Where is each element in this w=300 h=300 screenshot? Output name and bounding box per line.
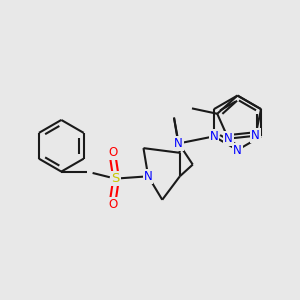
Text: S: S (111, 172, 119, 185)
Text: N: N (251, 129, 260, 142)
Text: N: N (233, 143, 242, 157)
Text: N: N (209, 130, 218, 143)
Text: O: O (108, 146, 118, 159)
Text: N: N (174, 137, 183, 150)
Text: O: O (108, 198, 118, 211)
Text: N: N (144, 170, 152, 183)
Text: N: N (224, 132, 233, 145)
